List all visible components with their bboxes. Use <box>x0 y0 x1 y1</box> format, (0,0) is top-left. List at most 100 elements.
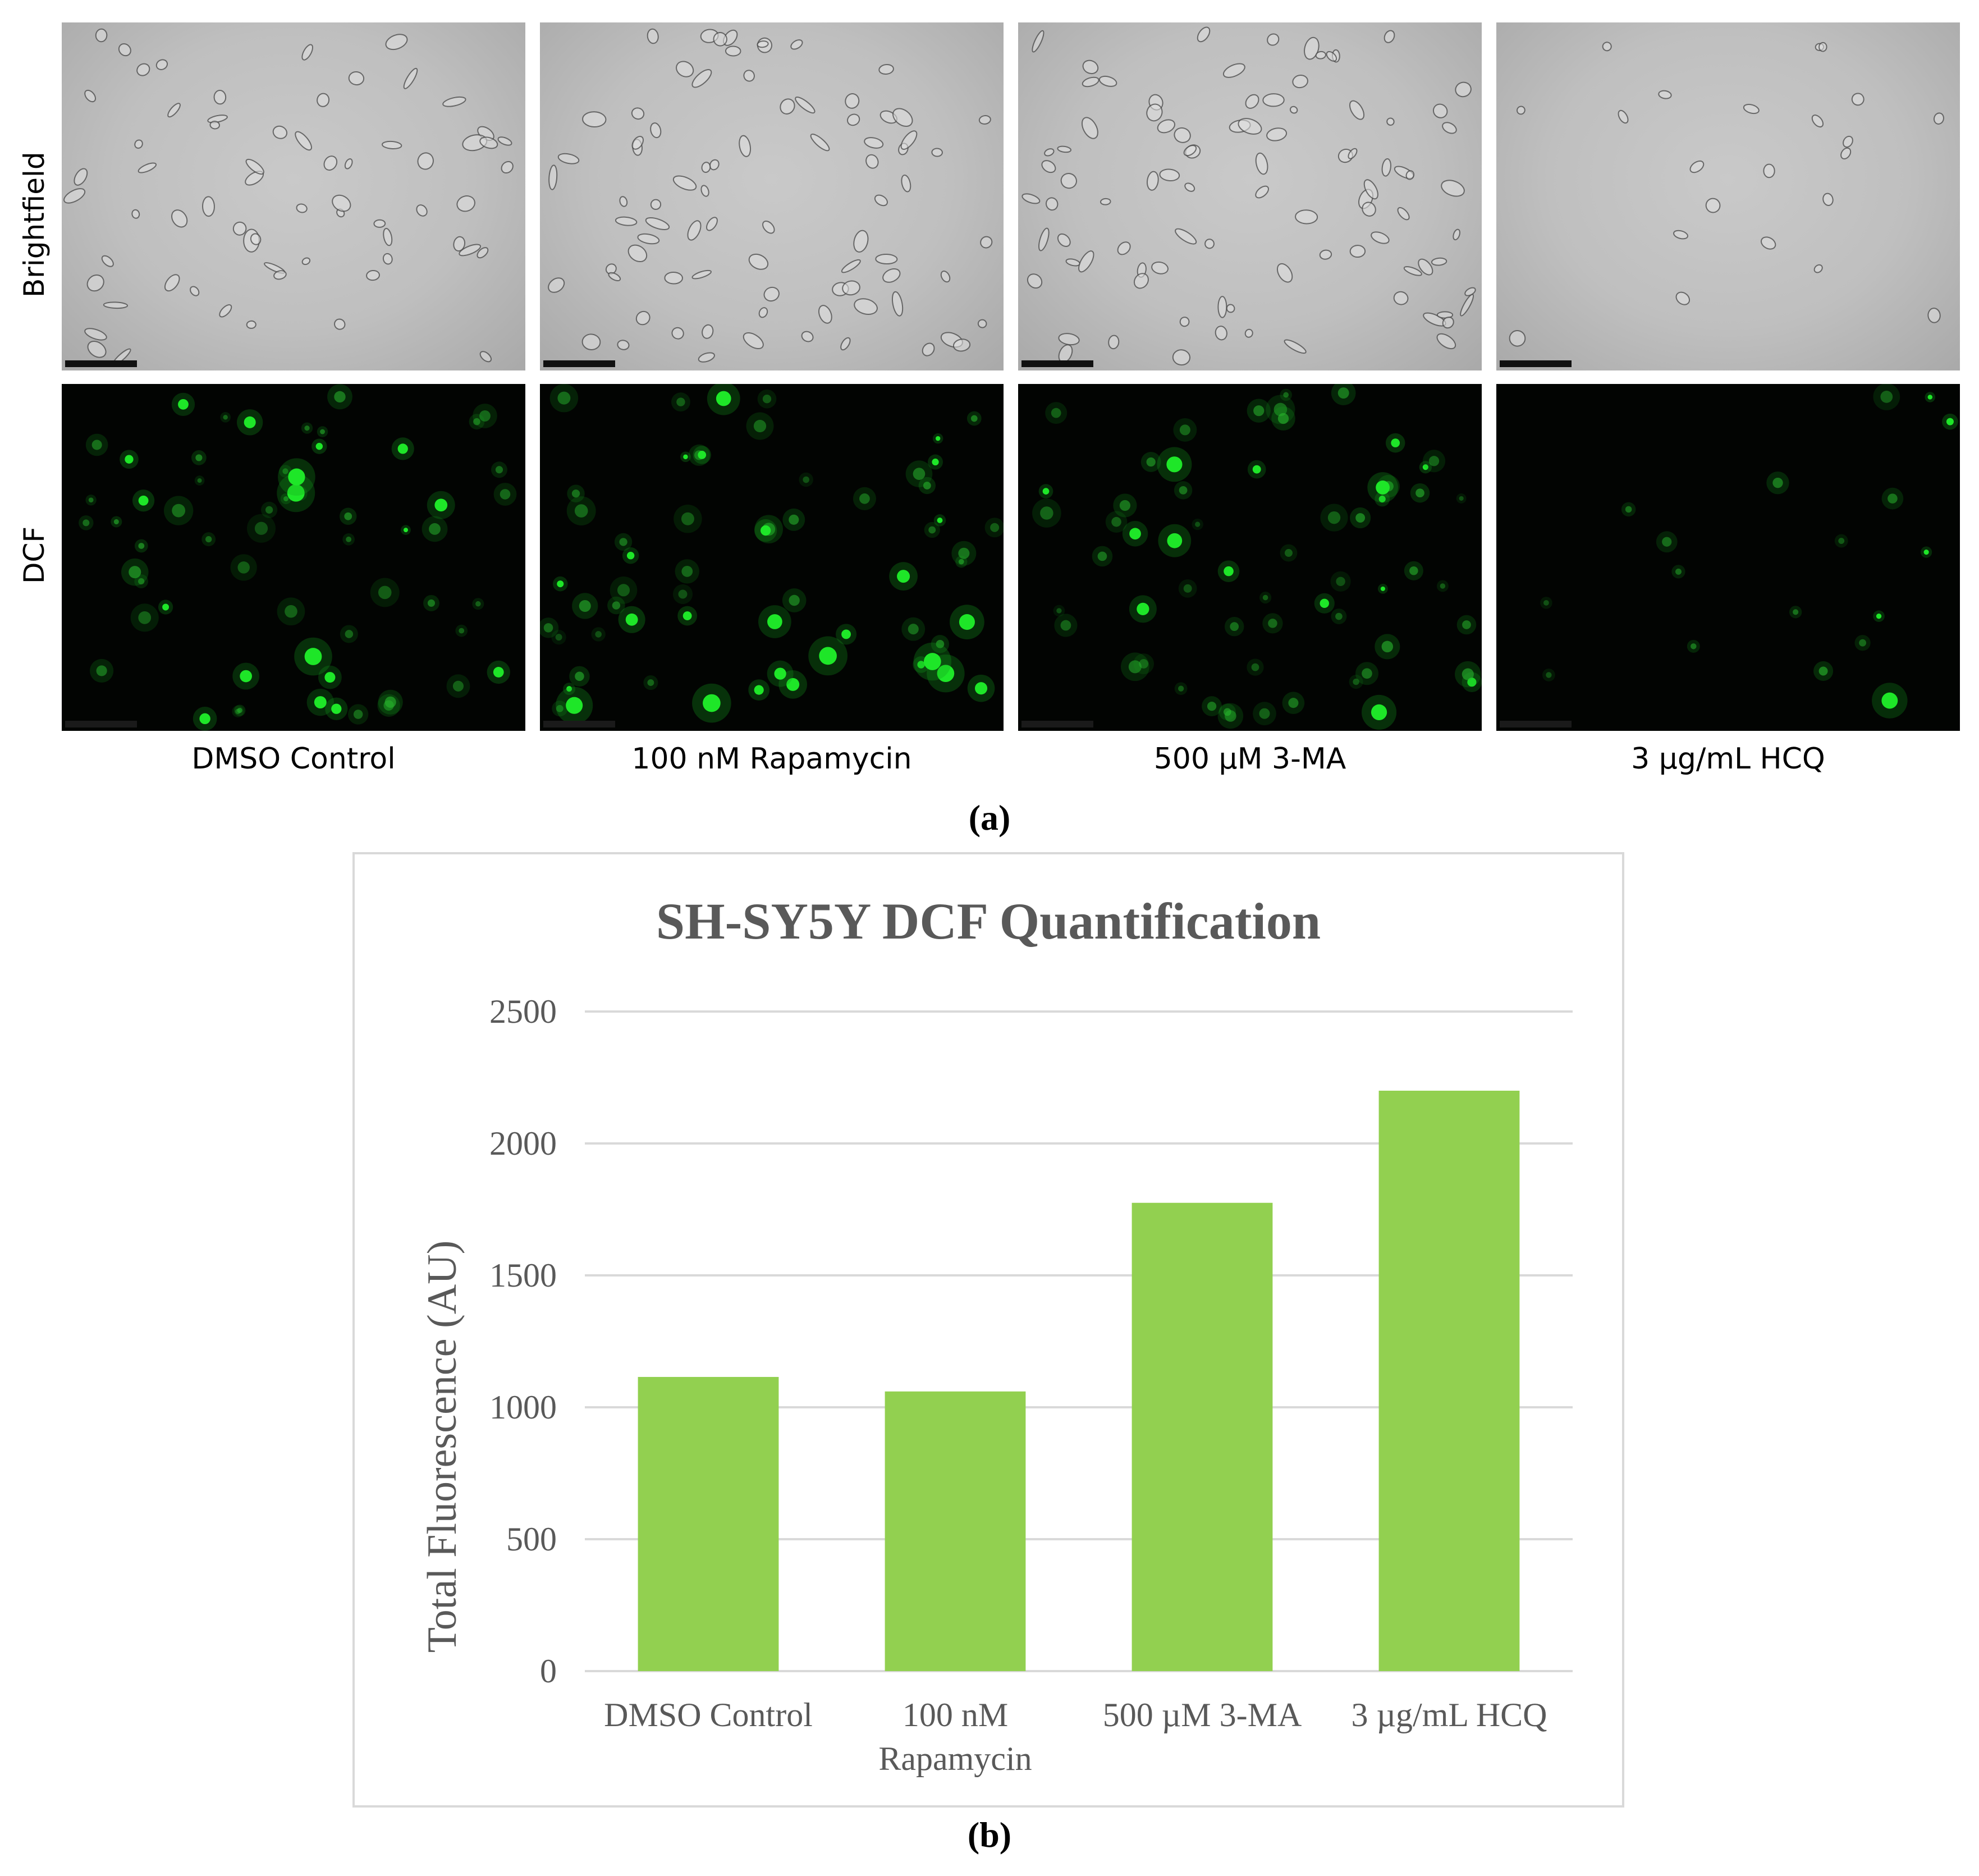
fluorescent-cell <box>574 504 588 518</box>
cell <box>295 131 312 151</box>
fluorescent-cell <box>283 496 288 501</box>
cell <box>501 161 514 174</box>
cell <box>709 159 720 171</box>
fluorescent-cell <box>617 584 630 597</box>
cell <box>875 254 898 265</box>
cell <box>1060 173 1077 189</box>
fluorescence-glow <box>1032 498 1061 528</box>
fluorescent-cell <box>908 624 919 635</box>
cell <box>1453 228 1460 241</box>
cell <box>748 253 769 270</box>
fluorescence-glow <box>1280 388 1292 401</box>
fluorescent-cell <box>1378 495 1386 503</box>
fluorescent-cell <box>566 697 583 714</box>
x-category-label: 3 µg/mL HCQ <box>1351 1696 1547 1733</box>
fluorescent-cell <box>1546 672 1552 678</box>
fluorescent-cell <box>1462 620 1471 629</box>
cell <box>1276 263 1293 283</box>
fluorescent-cell <box>1195 521 1201 527</box>
fluorescent-cell <box>1440 583 1446 589</box>
cell <box>101 255 114 267</box>
fluorescent-cell <box>698 451 707 459</box>
fluorescence-glow <box>370 578 400 607</box>
cell <box>1146 103 1163 122</box>
fluorescence-glow <box>924 521 940 538</box>
fluorescence-glow <box>643 675 658 690</box>
cell <box>245 158 264 175</box>
cell <box>743 332 764 350</box>
fluorescent-cell <box>789 514 799 525</box>
cell <box>87 341 107 358</box>
fluorescent-cell <box>254 521 268 535</box>
fluorescent-cell <box>434 498 448 512</box>
cell <box>691 269 712 280</box>
bars <box>638 1091 1520 1671</box>
fluorescent-cell <box>626 552 635 560</box>
cell <box>865 154 879 169</box>
cell <box>548 277 565 293</box>
cell <box>713 31 727 47</box>
cell <box>1315 51 1326 60</box>
fluorescence-glow <box>1054 614 1078 637</box>
cell <box>1255 152 1268 175</box>
fluorescence-glow <box>551 629 566 645</box>
fluorescence-glow <box>1053 605 1065 617</box>
cell <box>1244 328 1253 338</box>
fluorescent-cell <box>1179 486 1188 495</box>
cell <box>1204 239 1215 249</box>
dcf-image-3ma <box>1018 384 1482 731</box>
fluorescent-cell <box>1251 663 1259 671</box>
row-label-brightfield: Brightfield <box>18 152 51 298</box>
cell <box>442 96 466 107</box>
cell <box>1843 135 1853 148</box>
cell <box>672 175 697 191</box>
cell <box>246 320 256 329</box>
cell <box>1172 349 1191 366</box>
fluorescent-cell <box>1428 456 1440 466</box>
cell <box>891 291 904 317</box>
cell <box>1027 273 1043 289</box>
cell <box>1151 261 1169 274</box>
cell <box>795 97 816 114</box>
cell <box>900 130 918 150</box>
cell <box>1349 100 1365 120</box>
cell <box>627 244 648 263</box>
fluorescent-cell <box>138 578 145 585</box>
y-tick-label: 2000 <box>489 1125 557 1162</box>
fluorescent-cell <box>287 484 305 502</box>
scale-bar <box>1500 360 1572 367</box>
brightfield-image-hcq <box>1496 22 1960 370</box>
fluorescent-cell <box>1459 496 1464 501</box>
cell <box>84 328 107 341</box>
cell <box>1381 158 1391 177</box>
fluorescent-cell <box>1859 639 1867 647</box>
cell <box>213 90 227 105</box>
cell <box>1175 228 1197 245</box>
cell <box>608 272 621 282</box>
fluorescent-cell <box>1223 708 1231 716</box>
cell <box>74 168 88 186</box>
y-tick-label: 2500 <box>489 993 557 1030</box>
cell <box>136 63 150 76</box>
cell <box>1238 118 1262 135</box>
fluorescent-cell <box>1625 506 1632 513</box>
fluorescent-cell <box>320 429 326 434</box>
cell <box>687 220 702 241</box>
cell <box>1348 148 1358 159</box>
cell <box>698 352 715 363</box>
fluorescent-cell <box>753 419 767 433</box>
fluorescence-glow <box>1262 613 1283 634</box>
cell <box>557 153 580 164</box>
cell <box>980 236 993 249</box>
cell <box>1295 209 1318 225</box>
cell <box>202 196 215 217</box>
chart-container: SH-SY5Y DCF Quantification 0 500 1000 1500 2… <box>352 852 1624 1808</box>
fluorescence-glow <box>1105 511 1128 533</box>
cell <box>1108 335 1120 350</box>
cell <box>671 327 684 340</box>
cell <box>1517 106 1526 115</box>
cell <box>1362 202 1376 217</box>
cell <box>1675 291 1691 305</box>
cell <box>581 333 601 350</box>
cell <box>95 28 108 43</box>
